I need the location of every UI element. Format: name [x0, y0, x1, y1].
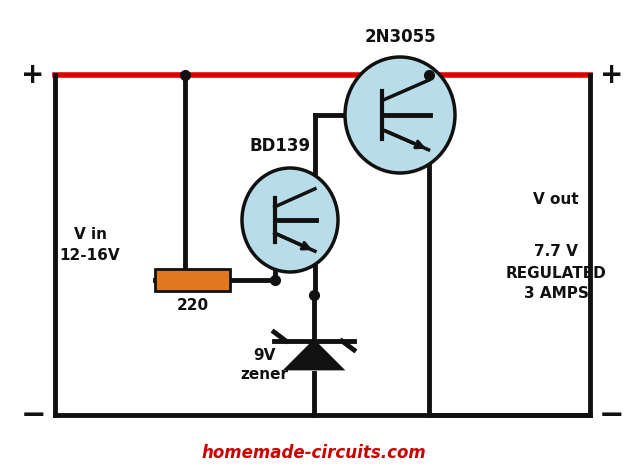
Text: 2N3055: 2N3055: [364, 28, 436, 46]
Text: −: −: [599, 401, 625, 430]
Text: −: −: [20, 401, 46, 430]
Ellipse shape: [242, 168, 338, 272]
Text: +: +: [600, 61, 624, 89]
Polygon shape: [286, 341, 342, 369]
Text: 220: 220: [176, 298, 208, 313]
Text: 9V
zener: 9V zener: [240, 348, 288, 382]
Bar: [155, 269, 230, 291]
Text: V out: V out: [533, 192, 579, 207]
Text: homemade-circuits.com: homemade-circuits.com: [202, 444, 426, 462]
Ellipse shape: [345, 57, 455, 173]
Text: V in
12-16V: V in 12-16V: [60, 227, 121, 263]
Text: 7.7 V
REGULATED
3 AMPS: 7.7 V REGULATED 3 AMPS: [506, 244, 607, 301]
Text: BD139: BD139: [249, 137, 311, 155]
Text: +: +: [21, 61, 45, 89]
